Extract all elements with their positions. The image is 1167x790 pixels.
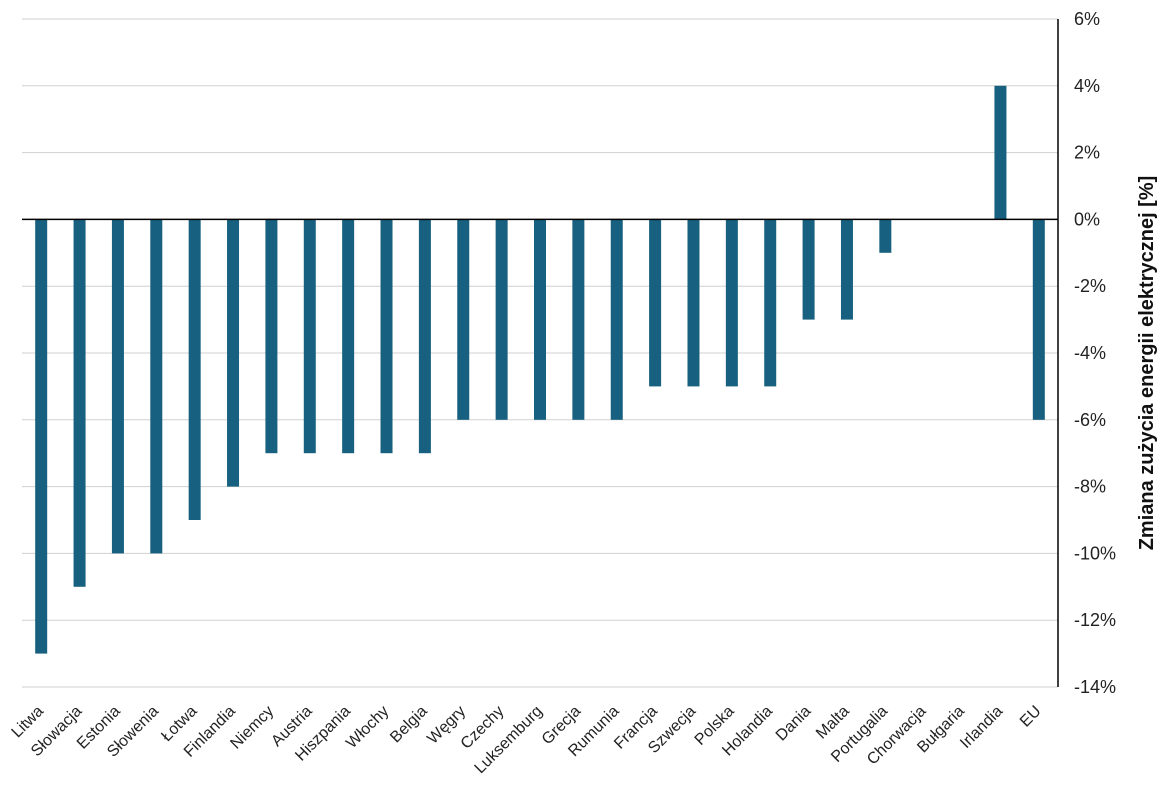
- bar-18: [725, 219, 738, 387]
- bar-10: [418, 219, 431, 454]
- bar-3: [150, 219, 163, 554]
- bar-16: [649, 219, 662, 387]
- bar-22: [879, 219, 892, 253]
- bar-12: [495, 219, 508, 420]
- bar-14: [572, 219, 585, 420]
- category-label: Dania: [773, 703, 815, 745]
- y-tick-label: 4%: [1074, 76, 1100, 96]
- y-tick-label: -10%: [1074, 543, 1116, 563]
- category-label: EU: [1017, 703, 1045, 731]
- bars: [35, 85, 1045, 654]
- bar-26: [1032, 219, 1045, 420]
- bar-20: [802, 219, 815, 320]
- y-tick-label: -8%: [1074, 477, 1106, 497]
- bar-17: [687, 219, 700, 387]
- bar-2: [111, 219, 124, 554]
- y-tick-label: -4%: [1074, 343, 1106, 363]
- y-axis-label: Zmiana zużycia energii elektrycznej [%]: [1136, 176, 1158, 551]
- bar-11: [457, 219, 470, 420]
- category-labels: LitwaSłowacjaEstoniaSłoweniaŁotwaFinland…: [9, 703, 1045, 777]
- y-tick-label: -14%: [1074, 677, 1116, 697]
- y-tick-label: -12%: [1074, 610, 1116, 630]
- category-label: Niemcy: [227, 703, 277, 753]
- bar-1: [73, 219, 86, 587]
- bar-8: [342, 219, 355, 454]
- y-tick-label: 2%: [1074, 143, 1100, 163]
- y-tick-label: 0%: [1074, 209, 1100, 229]
- category-label: Luksemburg: [472, 703, 546, 777]
- bar-4: [188, 219, 201, 520]
- bar-25: [994, 85, 1007, 220]
- bar-7: [303, 219, 316, 454]
- category-label: Belgia: [387, 703, 431, 747]
- bar-6: [265, 219, 278, 454]
- bar-5: [227, 219, 240, 487]
- category-label: Irlandia: [957, 703, 1006, 752]
- y-tick-label: -6%: [1074, 410, 1106, 430]
- bar-19: [764, 219, 777, 387]
- bar-13: [534, 219, 546, 420]
- category-label: Włochy: [343, 703, 392, 752]
- bar-21: [840, 219, 853, 320]
- y-tick-label: -2%: [1074, 276, 1106, 296]
- bar-9: [380, 219, 393, 454]
- y-tick-label: 6%: [1074, 9, 1100, 29]
- bar-0: [35, 219, 48, 654]
- bar-15: [610, 219, 623, 420]
- y-tick-labels: 6% 4% 2% 0% -2% -4% -6% -8% -10% -12% -14%: [1074, 9, 1116, 697]
